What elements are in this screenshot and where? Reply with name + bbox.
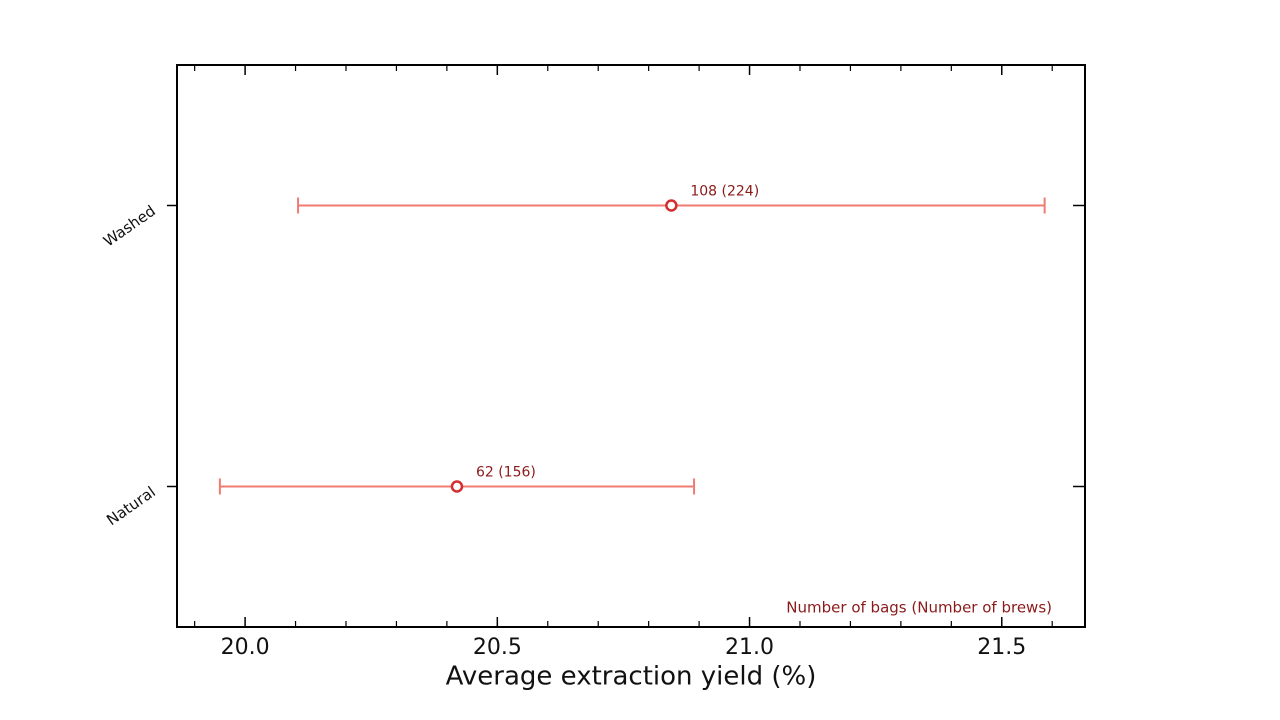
x-tick-label: 20.0 [221, 635, 270, 660]
point-label: 108 (224) [690, 184, 759, 200]
point-label: 62 (156) [476, 465, 536, 481]
annotation: Number of bags (Number of brews) [786, 599, 1052, 617]
x-tick-label: 21.0 [725, 635, 774, 660]
plot-frame [176, 64, 1086, 628]
y-tick-label: Natural [103, 483, 159, 529]
marker [665, 199, 678, 212]
x-tick-label: 20.5 [473, 635, 522, 660]
x-axis-label: Average extraction yield (%) [446, 662, 817, 692]
y-tick-label: Washed [100, 202, 159, 251]
marker [450, 480, 464, 493]
x-tick-label: 21.5 [977, 635, 1026, 660]
